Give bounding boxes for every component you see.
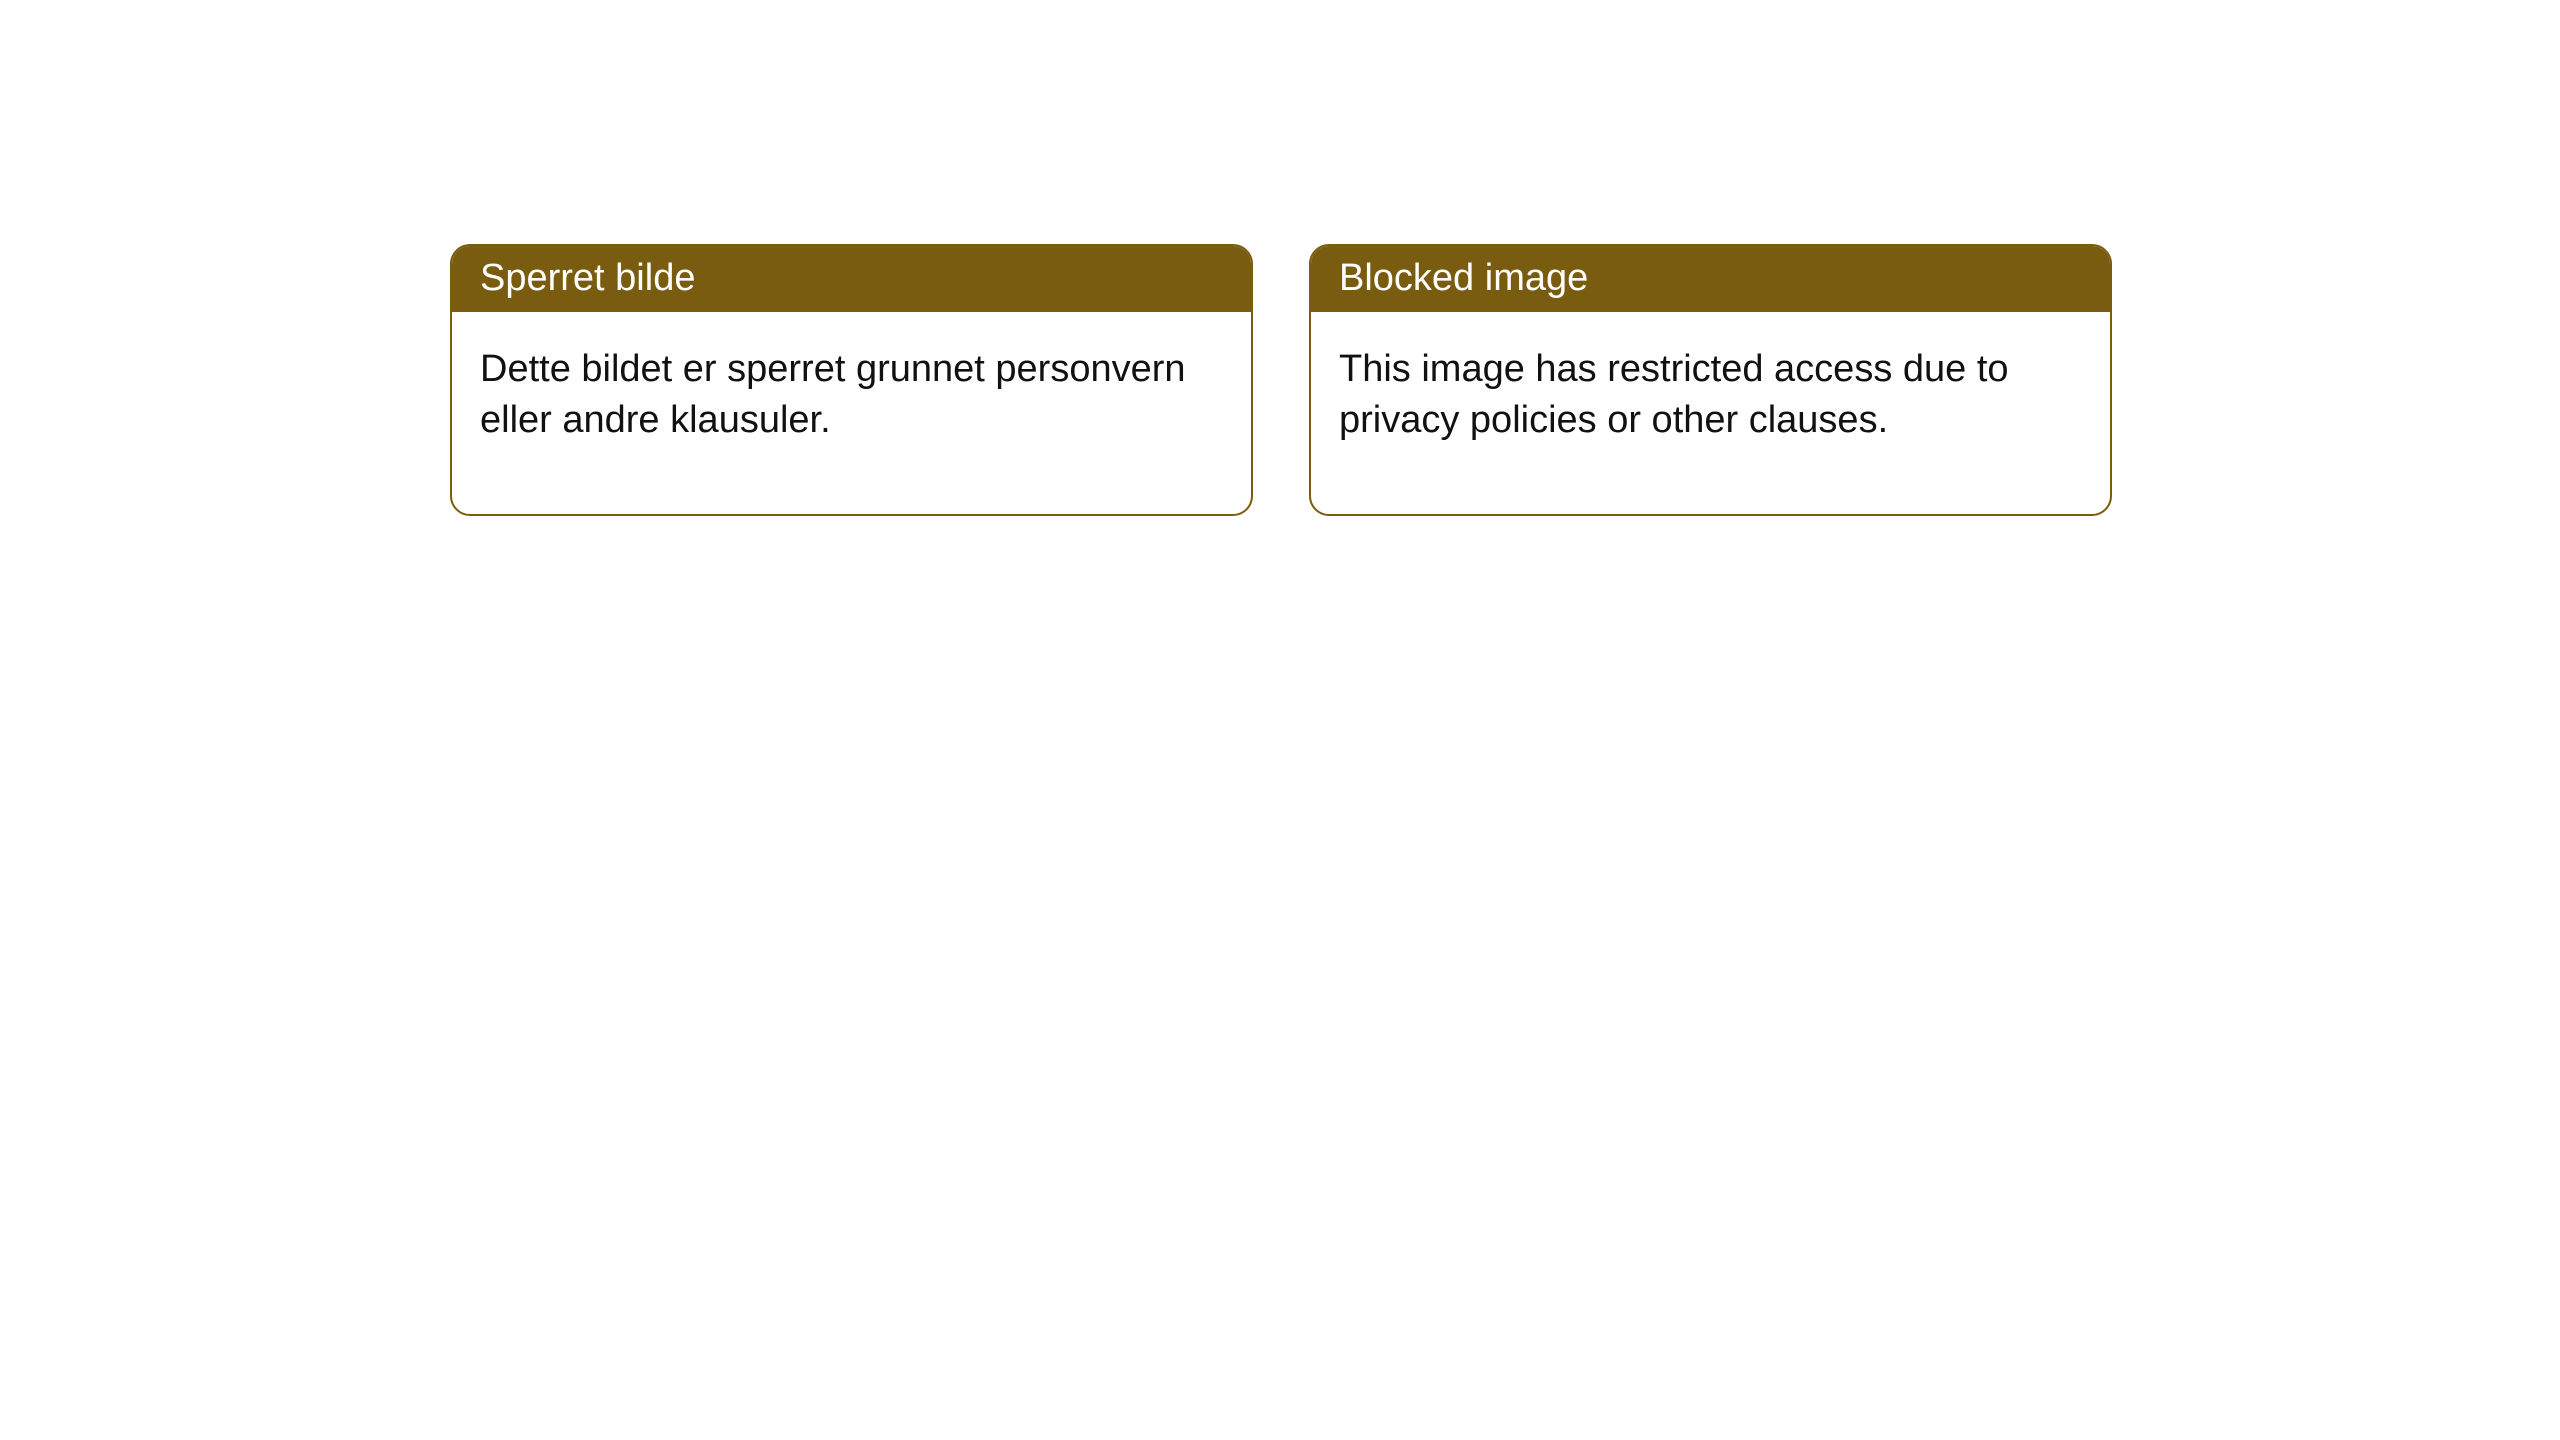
blocked-image-card-no: Sperret bilde Dette bildet er sperret gr… bbox=[450, 244, 1253, 516]
cards-container: Sperret bilde Dette bildet er sperret gr… bbox=[450, 244, 2112, 516]
card-body: This image has restricted access due to … bbox=[1311, 312, 2110, 515]
card-body: Dette bildet er sperret grunnet personve… bbox=[452, 312, 1251, 515]
card-header: Sperret bilde bbox=[452, 246, 1251, 312]
blocked-image-card-en: Blocked image This image has restricted … bbox=[1309, 244, 2112, 516]
card-header: Blocked image bbox=[1311, 246, 2110, 312]
